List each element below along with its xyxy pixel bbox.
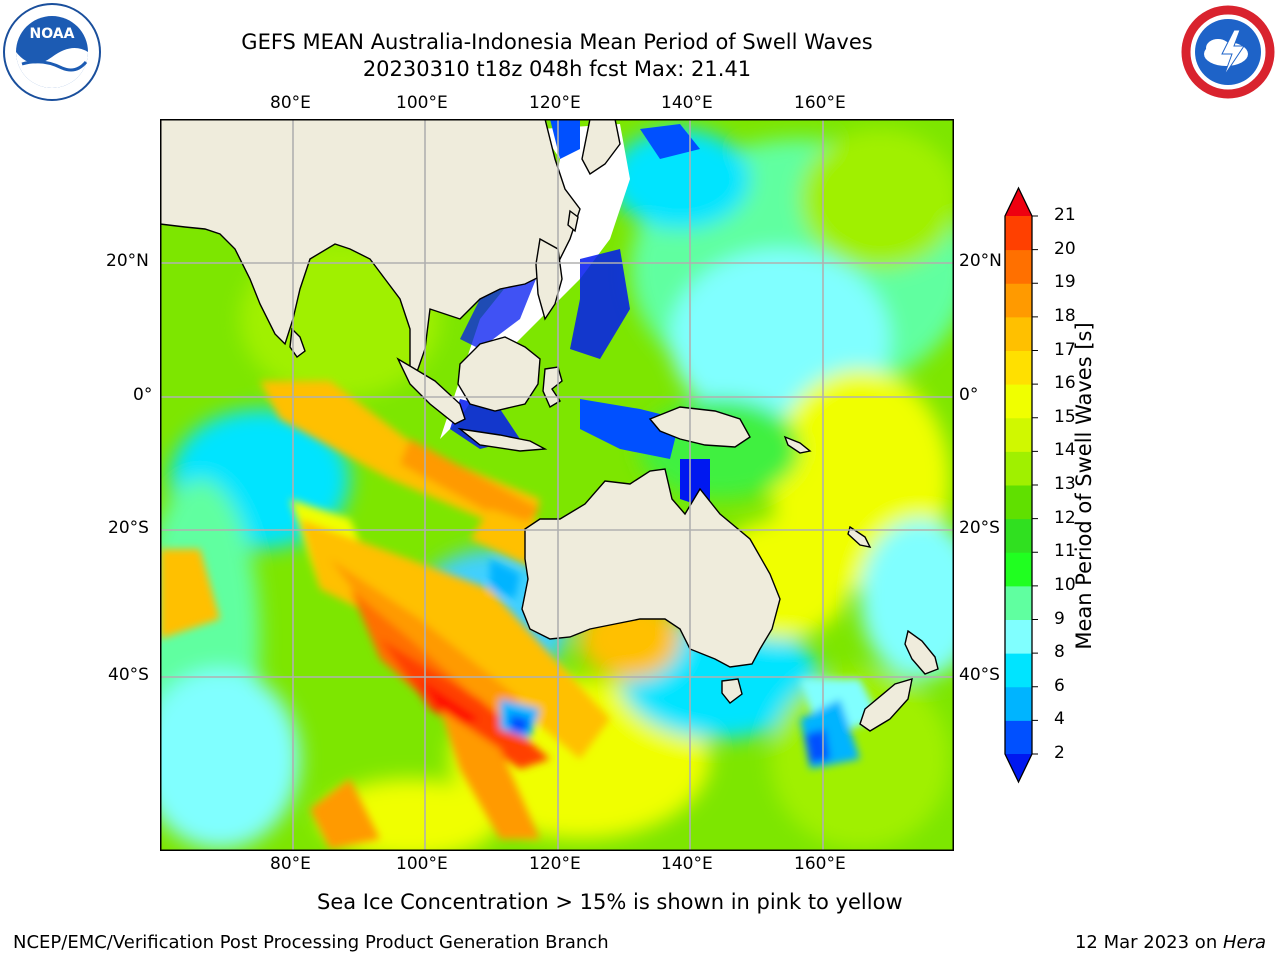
colorbar-band	[1005, 384, 1032, 419]
colorbar-band	[1005, 283, 1032, 318]
land-new-zealand-north	[904, 629, 939, 675]
colorbar-band	[1005, 585, 1032, 620]
y-tick-left-20n: 20°N	[106, 251, 149, 271]
colorbar-band	[1005, 619, 1032, 654]
land-new-zealand-south	[859, 678, 913, 732]
land-new-guinea	[648, 406, 751, 448]
x-tick-top-80e: 80°E	[270, 93, 311, 113]
sea-ice-note: Sea Ice Concentration > 15% is shown in …	[317, 890, 903, 914]
land-japan	[581, 119, 621, 176]
land-java	[457, 427, 548, 452]
map-frame	[160, 119, 954, 851]
colorbar-tick-label: 16	[1054, 373, 1076, 394]
x-tick-bottom-120e: 120°E	[529, 854, 581, 874]
nws-logo	[1180, 4, 1276, 100]
colorbar-band	[1005, 552, 1032, 587]
y-tick-left-40s: 40°S	[108, 665, 149, 685]
colorbar-band	[1005, 485, 1032, 520]
y-tick-right-20n: 20°N	[959, 251, 1002, 271]
colorbar-band	[1005, 417, 1032, 452]
colorbar-tick-label: 2	[1054, 743, 1065, 763]
colorbar-band	[1005, 350, 1032, 385]
colorbar-tick-label: 20	[1054, 238, 1076, 259]
footer-host: Hera	[1222, 932, 1266, 953]
noaa-logo-text: NOAA	[30, 26, 75, 42]
colorbar-tick-label: 18	[1054, 305, 1076, 326]
colorbar-tick-label: 14	[1054, 440, 1076, 461]
footer-date-text: 12 Mar 2023 on	[1074, 932, 1223, 953]
x-tick-top-160e: 160°E	[794, 93, 846, 113]
colorbar-over-triangle	[1005, 188, 1032, 216]
colorbar-label: Mean Period of Swell Waves [s]	[1072, 322, 1096, 650]
y-tick-right-40s: 40°S	[959, 665, 1000, 685]
colorbar-band	[1005, 653, 1032, 688]
colorbar-tick-label: 15	[1054, 406, 1076, 427]
land-new-caledonia	[847, 525, 872, 548]
colorbar-under-triangle	[1005, 754, 1032, 782]
graticule	[160, 119, 954, 851]
colorbar-band	[1005, 720, 1032, 755]
colorbar-band	[1005, 451, 1032, 486]
footer-credit: NCEP/EMC/Verification Post Processing Pr…	[13, 932, 609, 953]
colorbar-tick-label: 6	[1054, 675, 1065, 696]
colorbar-tick-label: 4	[1054, 709, 1065, 730]
land-taiwan	[567, 209, 579, 233]
colorbar-tick-label: 19	[1054, 272, 1076, 293]
colorbar-band	[1005, 686, 1032, 721]
colorbar-tick-label: 21	[1054, 205, 1076, 225]
land-sumatra	[396, 357, 466, 425]
chart-subtitle: 20230310 t18z 048h fcst Max: 21.41	[362, 57, 752, 81]
x-tick-bottom-100e: 100°E	[396, 854, 448, 874]
colorbar-tick-label: 13	[1054, 474, 1076, 494]
x-tick-top-140e: 140°E	[661, 93, 713, 113]
colorbar-tick-label: 10	[1054, 574, 1076, 595]
colorbar	[1004, 186, 1038, 784]
chart-title: GEFS MEAN Australia-Indonesia Mean Perio…	[241, 30, 873, 54]
colorbar-tick-label: 9	[1054, 608, 1065, 629]
y-tick-left-0: 0°	[133, 385, 153, 405]
colorbar-band	[1005, 518, 1032, 553]
x-tick-bottom-80e: 80°E	[270, 854, 311, 874]
footer-date: 12 Mar 2023 on Hera	[1075, 932, 1266, 953]
colorbar-band	[1005, 316, 1032, 351]
swell-period-map	[160, 119, 954, 851]
noaa-logo: NOAA	[3, 3, 101, 101]
colorbar-band	[1005, 249, 1032, 284]
colorbar-tick-label: 12	[1054, 507, 1076, 528]
colorbar-tick-label: 11	[1054, 541, 1076, 562]
x-tick-bottom-160e: 160°E	[794, 854, 846, 874]
land-masses	[160, 119, 939, 732]
x-tick-top-100e: 100°E	[396, 93, 448, 113]
x-tick-bottom-140e: 140°E	[661, 854, 713, 874]
land-solomons	[783, 435, 812, 454]
colorbar-band	[1005, 216, 1032, 251]
y-tick-right-0: 0°	[959, 385, 979, 405]
land-tasmania	[721, 678, 743, 704]
y-tick-right-20s: 20°S	[959, 518, 1000, 538]
land-australia	[521, 468, 781, 668]
x-tick-top-120e: 120°E	[529, 93, 581, 113]
colorbar-tick-label: 8	[1054, 642, 1065, 663]
colorbar-tick-label: 17	[1054, 339, 1076, 360]
y-tick-left-20s: 20°S	[108, 518, 149, 538]
